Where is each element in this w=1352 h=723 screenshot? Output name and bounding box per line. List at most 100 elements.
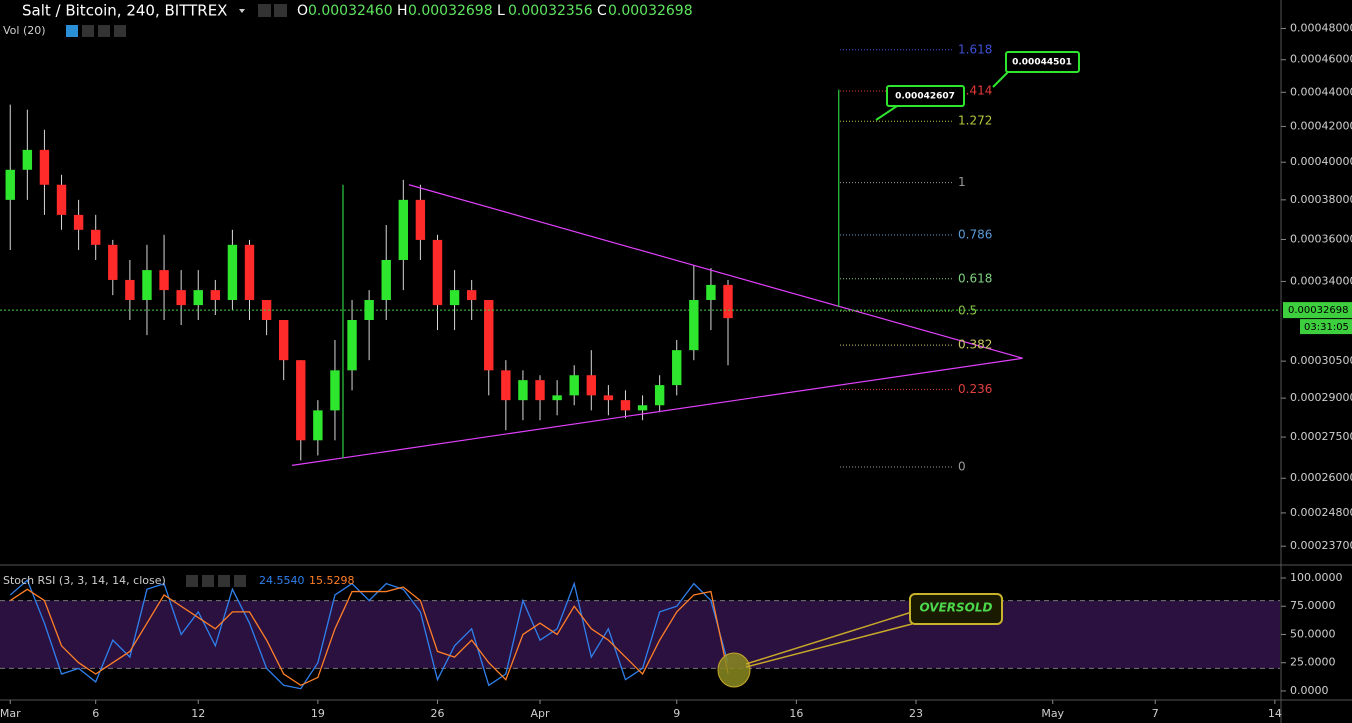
candle-body xyxy=(415,199,426,240)
y-tick-label: 0.00026000 xyxy=(1290,471,1352,484)
x-tick-label: 16 xyxy=(789,707,803,720)
candle-body xyxy=(278,319,289,361)
y-tick-label: 0.00038000 xyxy=(1290,193,1352,206)
ohlc-value: 0.00032356 xyxy=(508,3,593,19)
candle-body xyxy=(125,279,135,301)
y-tick-label: 0.00029000 xyxy=(1290,391,1352,404)
eye-icon[interactable] xyxy=(66,25,78,37)
hide-icon[interactable] xyxy=(274,4,287,17)
annotation-box xyxy=(909,593,1003,625)
ohlc-value: 0.00032698 xyxy=(408,3,493,19)
x-tick-label: 14 xyxy=(1268,707,1282,720)
candle-body xyxy=(347,319,357,371)
candle-body xyxy=(654,385,665,406)
indicator-title: Stoch RSI (3, 3, 14, 14, close) xyxy=(3,574,166,587)
candle-body xyxy=(5,169,15,200)
candle-body xyxy=(193,290,203,306)
y-tick-label: 0.0000 xyxy=(1290,684,1329,697)
candle-body xyxy=(706,284,716,301)
fib-label: 1 xyxy=(958,175,966,189)
x-tick-label: Apr xyxy=(531,707,551,720)
candle-body xyxy=(210,290,221,301)
band xyxy=(0,600,1280,669)
fib-label: 0 xyxy=(958,460,966,474)
ohlc-label: O xyxy=(297,3,308,19)
settings-icon[interactable] xyxy=(202,575,214,587)
stoch-line xyxy=(9,579,729,690)
candle-body xyxy=(432,239,443,306)
y-tick-label: 0.00030500 xyxy=(1290,354,1352,367)
y-tick-label: 0.00023700 xyxy=(1290,539,1352,552)
y-tick-label: 0.00046000 xyxy=(1290,53,1352,66)
add-icon[interactable] xyxy=(218,575,230,587)
settings-icon[interactable] xyxy=(258,4,271,17)
candle-body xyxy=(142,270,152,301)
symbol-title: Salt / Bitcoin, 240, BITTREX xyxy=(22,2,227,20)
fib-label: 0.786 xyxy=(958,227,992,241)
candle-body xyxy=(244,244,255,301)
y-tick-label: 0.00044000 xyxy=(1290,85,1352,98)
fib-label: 0.5 xyxy=(958,304,977,318)
candle-body xyxy=(330,370,340,411)
annotation-line xyxy=(745,611,913,665)
candle-body xyxy=(176,290,186,306)
ohlc-value: 0.00032698 xyxy=(608,3,693,19)
fib-label: 1.414 xyxy=(958,84,992,98)
y-tick-label: 0.00027500 xyxy=(1290,430,1352,443)
y-tick-label: 0.00040000 xyxy=(1290,155,1352,168)
trendline xyxy=(291,357,1023,466)
y-tick-label: 0.00034000 xyxy=(1290,274,1352,287)
fib-label: 0.236 xyxy=(958,382,992,396)
candle-body xyxy=(723,284,733,319)
annotation-text: OVERSOLD xyxy=(920,601,993,615)
candle-body xyxy=(296,360,306,441)
settings-icon[interactable] xyxy=(82,25,94,37)
last-price-box xyxy=(1283,302,1352,319)
trendline xyxy=(408,184,1023,359)
annotation-line xyxy=(745,623,913,668)
candle-body xyxy=(603,395,614,401)
stoch-readout: 24.5540 xyxy=(259,574,305,587)
y-tick-label: 0.00042000 xyxy=(1290,119,1352,132)
candle-body xyxy=(552,395,562,401)
close-icon[interactable] xyxy=(234,575,246,587)
candle-body xyxy=(91,229,101,245)
y-tick-label: 75.0000 xyxy=(1290,599,1336,612)
fib-label: 1.272 xyxy=(958,114,992,128)
callout-text: 0.00044501 xyxy=(1012,58,1072,68)
settings-icon[interactable] xyxy=(186,575,198,587)
countdown: 03:31:05 xyxy=(1304,322,1349,333)
candle-body xyxy=(108,244,118,280)
candle-body xyxy=(586,375,596,396)
x-tick-label: May xyxy=(1041,707,1064,720)
candle-body xyxy=(569,375,579,396)
candle-body xyxy=(227,244,238,301)
candle-body xyxy=(159,270,169,291)
y-tick-label: 0.00036000 xyxy=(1290,233,1352,246)
x-tick-label: 7 xyxy=(1152,707,1159,720)
candle-body xyxy=(261,300,272,320)
x-tick-label: 12 xyxy=(191,707,205,720)
candle-body xyxy=(381,259,391,301)
x-tick-label: 26 xyxy=(430,707,444,720)
y-tick-label: 25.0000 xyxy=(1290,656,1336,669)
stoch-line xyxy=(9,586,729,687)
ohlc-label: L xyxy=(497,3,505,19)
candle-body xyxy=(73,214,84,230)
close-icon[interactable] xyxy=(114,25,126,37)
countdown-box xyxy=(1300,319,1352,335)
candle-body xyxy=(672,350,682,386)
candle-body xyxy=(39,149,50,185)
candle-body xyxy=(398,199,409,260)
y-tick-label: 50.0000 xyxy=(1290,627,1336,640)
candle-body xyxy=(501,370,511,401)
add-icon[interactable] xyxy=(98,25,110,37)
x-tick-label: Mar xyxy=(0,707,21,720)
volume-label: Vol (20) xyxy=(3,24,46,37)
x-tick-label: 6 xyxy=(92,707,99,720)
oversold-marker xyxy=(717,652,751,688)
dropdown-icon xyxy=(239,9,245,13)
plot: 0.00048000 0.00046000 0.00044000 0.00042000… xyxy=(0,21,1352,720)
candle-body xyxy=(313,410,323,441)
